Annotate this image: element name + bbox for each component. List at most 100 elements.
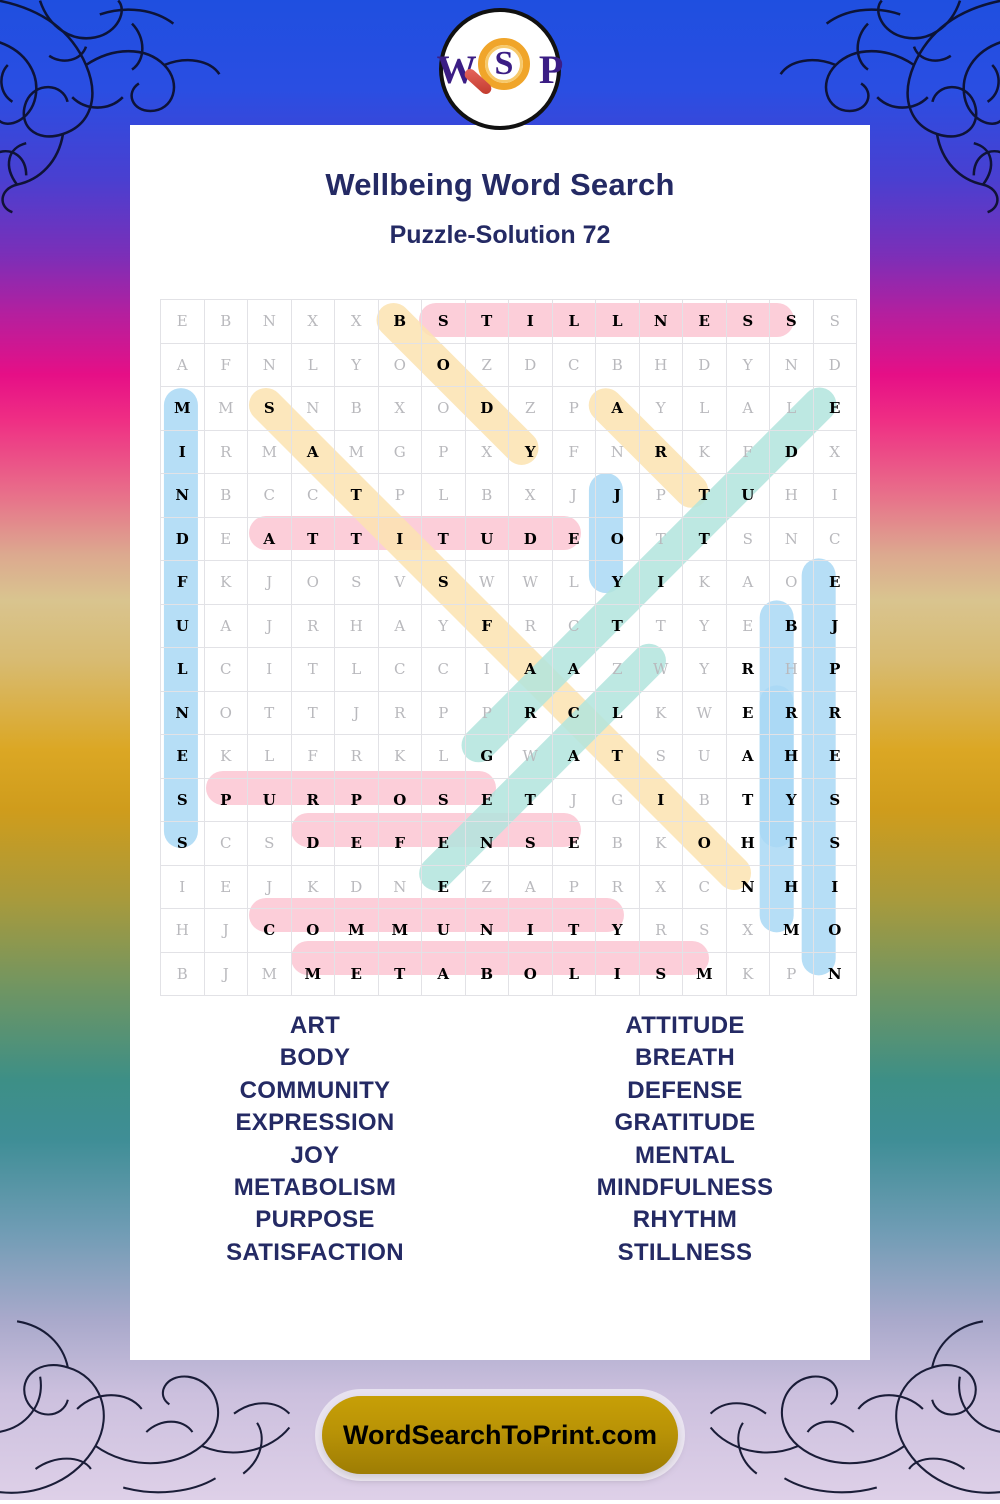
grid-cell-r11-c4[interactable]: F [290,734,335,779]
grid-cell-r7-c11[interactable]: Y [595,560,640,605]
grid-cell-r15-c6[interactable]: M [377,908,422,953]
grid-cell-r7-c13[interactable]: K [682,560,727,605]
grid-cell-r9-c3[interactable]: I [247,647,292,692]
grid-cell-r7-c8[interactable]: W [464,560,509,605]
grid-cell-r16-c1[interactable]: B [160,951,205,996]
grid-cell-r5-c10[interactable]: J [551,473,596,518]
grid-cell-r3-c10[interactable]: P [551,386,596,431]
grid-cell-r14-c2[interactable]: E [203,864,248,909]
grid-cell-r9-c5[interactable]: L [334,647,379,692]
grid-cell-r4-c7[interactable]: P [421,429,466,474]
grid-cell-r12-c4[interactable]: R [290,777,335,822]
grid-cell-r3-c4[interactable]: N [290,386,335,431]
grid-cell-r10-c8[interactable]: P [464,690,509,735]
grid-cell-r6-c1[interactable]: D [160,516,205,561]
grid-cell-r7-c10[interactable]: L [551,560,596,605]
grid-cell-r11-c10[interactable]: A [551,734,596,779]
grid-cell-r6-c11[interactable]: O [595,516,640,561]
grid-cell-r11-c3[interactable]: L [247,734,292,779]
grid-cell-r6-c2[interactable]: E [203,516,248,561]
grid-cell-r1-c16[interactable]: S [812,299,857,344]
grid-cell-r13-c9[interactable]: S [508,821,553,866]
grid-cell-r15-c15[interactable]: M [769,908,814,953]
grid-cell-r11-c7[interactable]: L [421,734,466,779]
grid-cell-r16-c14[interactable]: K [725,951,770,996]
grid-cell-r6-c7[interactable]: T [421,516,466,561]
grid-cell-r6-c9[interactable]: D [508,516,553,561]
grid-cell-r2-c6[interactable]: O [377,342,422,387]
grid-cell-r16-c13[interactable]: M [682,951,727,996]
grid-cell-r13-c10[interactable]: E [551,821,596,866]
grid-cell-r12-c11[interactable]: G [595,777,640,822]
grid-cell-r14-c12[interactable]: X [638,864,683,909]
grid-cell-r8-c2[interactable]: A [203,603,248,648]
grid-cell-r9-c7[interactable]: C [421,647,466,692]
grid-cell-r16-c5[interactable]: E [334,951,379,996]
grid-cell-r12-c10[interactable]: J [551,777,596,822]
grid-cell-r13-c5[interactable]: E [334,821,379,866]
grid-cell-r4-c16[interactable]: X [812,429,857,474]
grid-cell-r13-c14[interactable]: H [725,821,770,866]
grid-cell-r12-c9[interactable]: T [508,777,553,822]
grid-cell-r9-c8[interactable]: I [464,647,509,692]
grid-cell-r2-c4[interactable]: L [290,342,335,387]
grid-cell-r8-c11[interactable]: T [595,603,640,648]
grid-cell-r14-c15[interactable]: H [769,864,814,909]
grid-cell-r4-c6[interactable]: G [377,429,422,474]
grid-cell-r11-c15[interactable]: H [769,734,814,779]
grid-cell-r8-c12[interactable]: T [638,603,683,648]
grid-cell-r11-c5[interactable]: R [334,734,379,779]
grid-cell-r3-c13[interactable]: L [682,386,727,431]
grid-cell-r5-c16[interactable]: I [812,473,857,518]
grid-cell-r13-c16[interactable]: S [812,821,857,866]
grid-cell-r1-c10[interactable]: L [551,299,596,344]
grid-cell-r12-c6[interactable]: O [377,777,422,822]
grid-cell-r16-c12[interactable]: S [638,951,683,996]
grid-cell-r1-c11[interactable]: L [595,299,640,344]
grid-cell-r1-c14[interactable]: S [725,299,770,344]
grid-cell-r11-c6[interactable]: K [377,734,422,779]
grid-cell-r4-c3[interactable]: M [247,429,292,474]
grid-cell-r15-c7[interactable]: U [421,908,466,953]
grid-cell-r9-c9[interactable]: A [508,647,553,692]
grid-cell-r12-c16[interactable]: S [812,777,857,822]
grid-cell-r5-c9[interactable]: X [508,473,553,518]
grid-cell-r11-c9[interactable]: W [508,734,553,779]
grid-cell-r8-c9[interactable]: R [508,603,553,648]
grid-cell-r11-c12[interactable]: S [638,734,683,779]
grid-cell-r10-c15[interactable]: R [769,690,814,735]
grid-cell-r6-c5[interactable]: T [334,516,379,561]
grid-cell-r1-c9[interactable]: I [508,299,553,344]
grid-cell-r9-c14[interactable]: R [725,647,770,692]
grid-cell-r1-c3[interactable]: N [247,299,292,344]
grid-cell-r3-c7[interactable]: O [421,386,466,431]
grid-cell-r14-c6[interactable]: N [377,864,422,909]
grid-cell-r8-c15[interactable]: B [769,603,814,648]
grid-cell-r2-c5[interactable]: Y [334,342,379,387]
grid-cell-r16-c7[interactable]: A [421,951,466,996]
grid-cell-r5-c7[interactable]: L [421,473,466,518]
grid-cell-r10-c16[interactable]: R [812,690,857,735]
grid-cell-r2-c9[interactable]: D [508,342,553,387]
grid-cell-r15-c8[interactable]: N [464,908,509,953]
grid-cell-r14-c11[interactable]: R [595,864,640,909]
grid-cell-r12-c15[interactable]: Y [769,777,814,822]
grid-cell-r16-c3[interactable]: M [247,951,292,996]
grid-cell-r2-c2[interactable]: F [203,342,248,387]
grid-cell-r5-c6[interactable]: P [377,473,422,518]
grid-cell-r13-c1[interactable]: S [160,821,205,866]
grid-cell-r2-c3[interactable]: N [247,342,292,387]
grid-cell-r13-c12[interactable]: K [638,821,683,866]
grid-cell-r6-c12[interactable]: T [638,516,683,561]
grid-cell-r5-c11[interactable]: J [595,473,640,518]
grid-cell-r6-c6[interactable]: I [377,516,422,561]
grid-cell-r8-c10[interactable]: C [551,603,596,648]
grid-cell-r12-c8[interactable]: E [464,777,509,822]
grid-cell-r9-c16[interactable]: P [812,647,857,692]
grid-cell-r10-c1[interactable]: N [160,690,205,735]
grid-cell-r13-c7[interactable]: E [421,821,466,866]
grid-cell-r5-c5[interactable]: T [334,473,379,518]
grid-cell-r14-c14[interactable]: N [725,864,770,909]
grid-cell-r7-c1[interactable]: F [160,560,205,605]
